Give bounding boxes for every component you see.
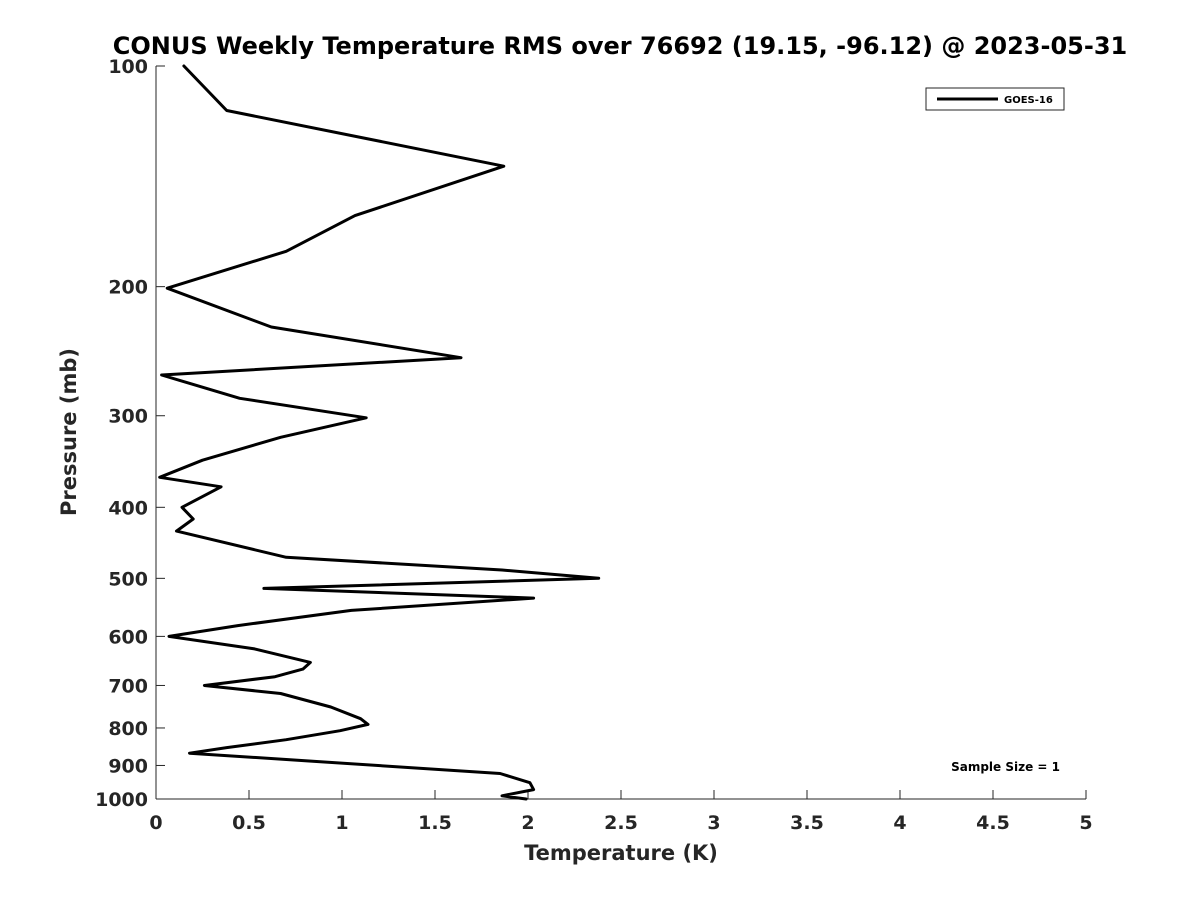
- x-tick-label: 1.5: [418, 812, 452, 834]
- chart-title: CONUS Weekly Temperature RMS over 76692 …: [113, 32, 1127, 60]
- y-axis-label: Pressure (mb): [57, 348, 81, 516]
- y-tick-label: 500: [108, 568, 148, 590]
- x-tick-label: 4.5: [976, 812, 1010, 834]
- y-tick-label: 400: [108, 497, 148, 519]
- legend: GOES-16: [925, 87, 1065, 111]
- sample-size-annotation: Sample Size = 1: [951, 760, 1060, 774]
- x-tick-label: 3.5: [790, 812, 824, 834]
- y-axis-ticks: 100 200 300 400 500 600 700 800 900 1000: [95, 56, 165, 811]
- series-line-goes-16: [158, 64, 601, 801]
- y-tick-label: 1000: [95, 789, 148, 811]
- x-tick-label: 3: [707, 812, 720, 834]
- y-tick-label: 300: [108, 406, 148, 428]
- y-tick-label: 100: [108, 56, 148, 78]
- y-tick-label: 700: [108, 675, 148, 697]
- x-tick-label: 0.5: [232, 812, 266, 834]
- y-tick-label: 200: [108, 277, 148, 299]
- x-axis-label: Temperature (K): [524, 841, 718, 865]
- y-tick-label: 600: [108, 626, 148, 648]
- y-tick-label: 900: [108, 755, 148, 777]
- x-tick-label: 2: [521, 812, 534, 834]
- y-tick-label: 800: [108, 718, 148, 740]
- x-tick-label: 5: [1079, 812, 1092, 834]
- legend-label-goes-16: GOES-16: [1004, 95, 1053, 106]
- x-axis-ticks: 0 0.5 1 1.5 2 2.5 3 3.5 4 4.5 5: [149, 790, 1093, 834]
- series-group: [158, 64, 601, 801]
- x-tick-label: 1: [335, 812, 348, 834]
- x-tick-label: 4: [893, 812, 906, 834]
- x-tick-label: 2.5: [604, 812, 638, 834]
- plot-area: [156, 66, 1086, 799]
- x-tick-label: 0: [149, 812, 162, 834]
